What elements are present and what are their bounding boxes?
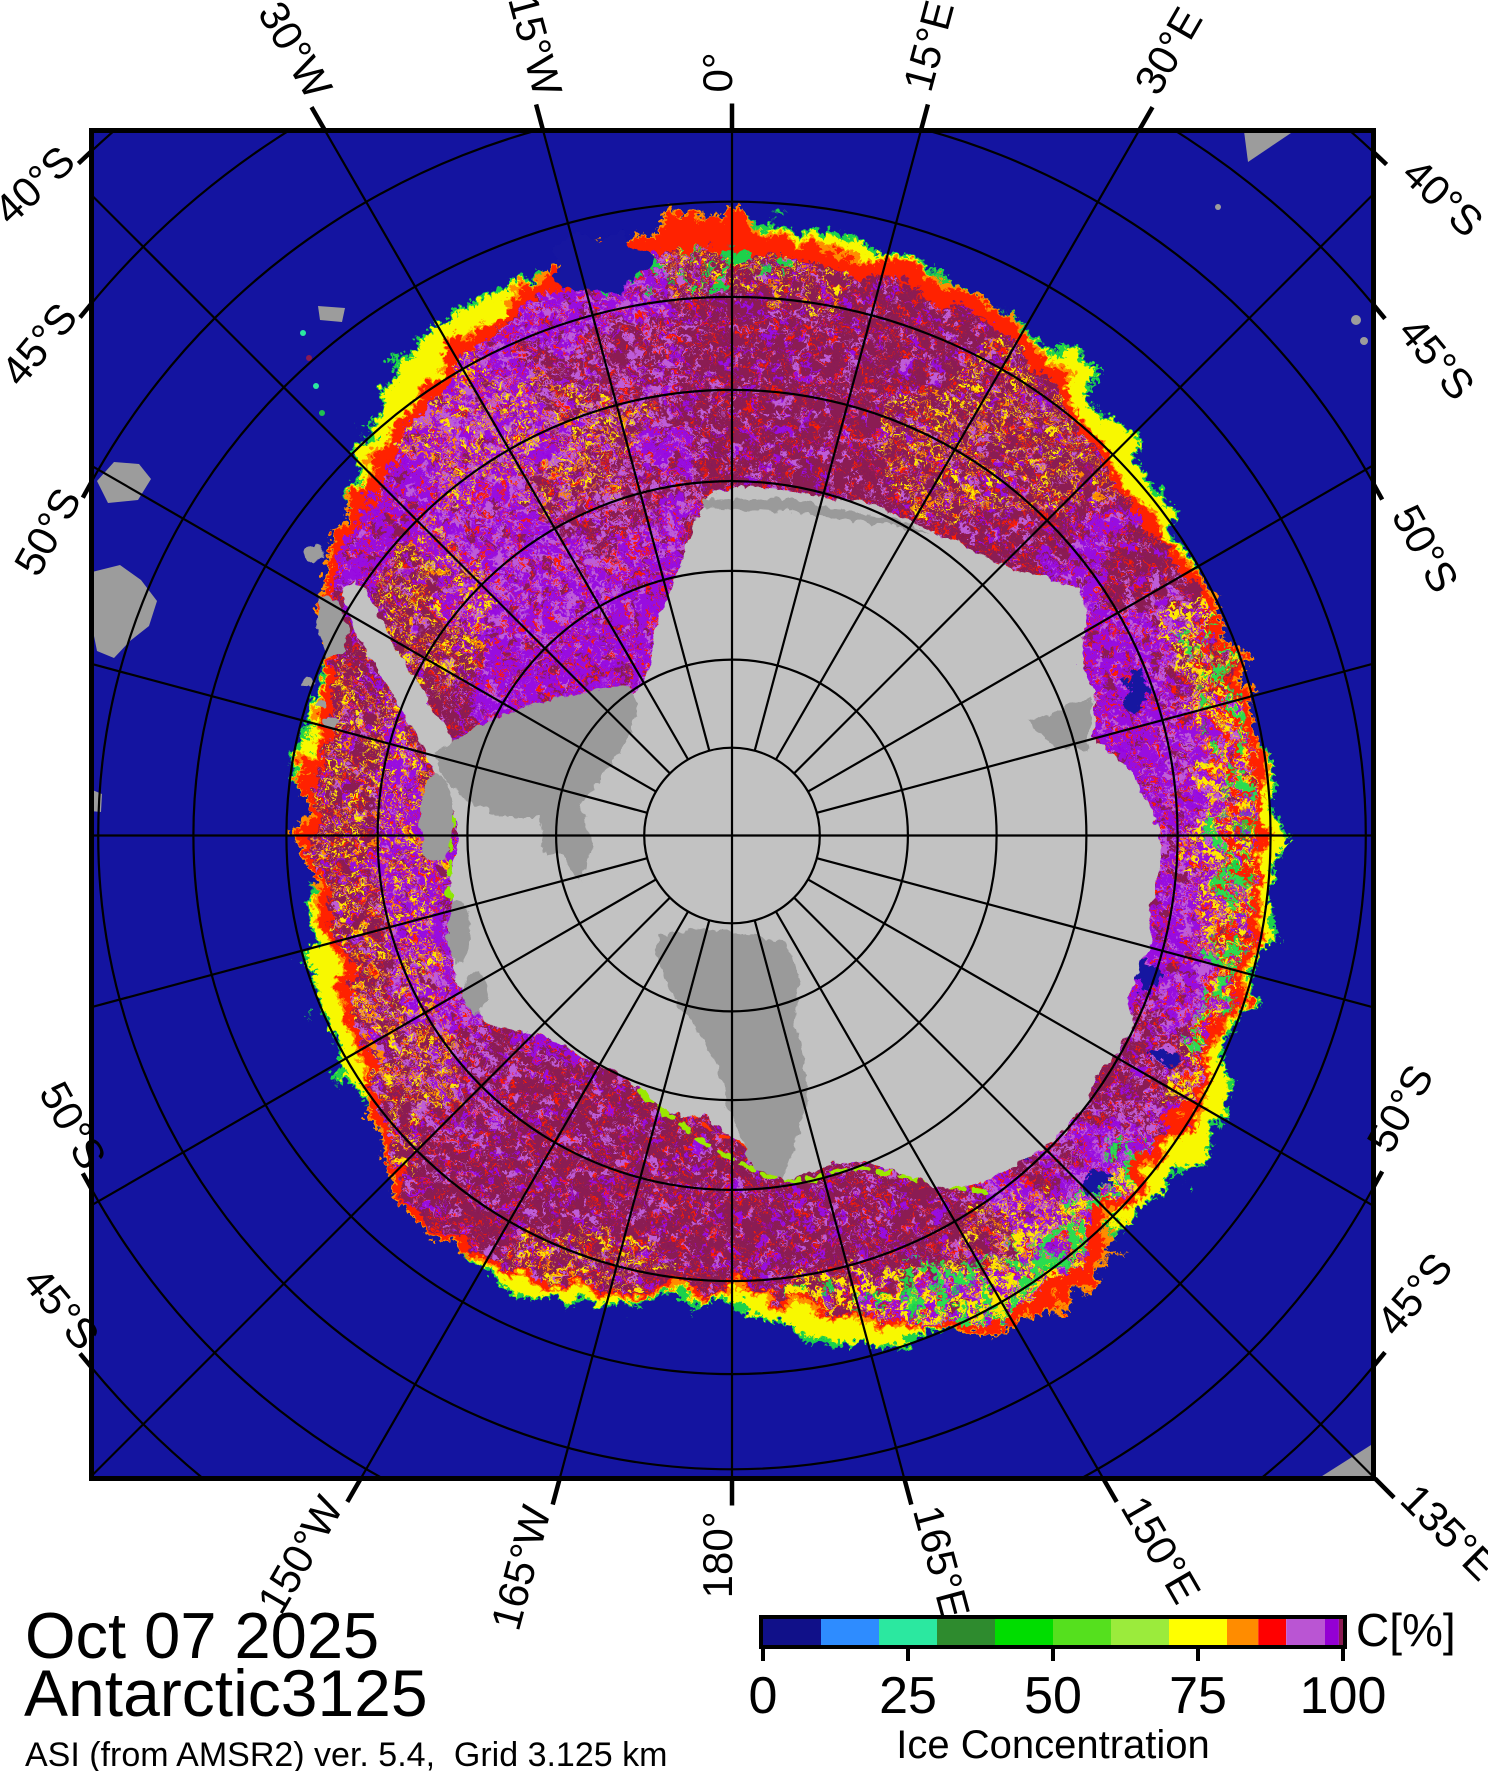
svg-text:C[%]: C[%] [1356,1604,1456,1656]
svg-text:0: 0 [749,1667,778,1725]
svg-text:Ice Concentration: Ice Concentration [896,1723,1210,1767]
svg-text:100: 100 [1300,1667,1387,1725]
svg-text:50: 50 [1024,1667,1082,1725]
svg-text:ASI (from AMSR2) ver. 5.4, Gr: ASI (from AMSR2) ver. 5.4, Grid 3.125 km [25,1736,667,1771]
svg-text:25: 25 [879,1667,937,1725]
svg-text:Antarctic3125: Antarctic3125 [24,1656,428,1730]
svg-text:Oct 07 2025: Oct 07 2025 [25,1599,379,1672]
svg-text:75: 75 [1169,1667,1227,1725]
svg-text:0°: 0° [694,52,741,92]
svg-text:180°: 180° [694,1512,741,1599]
